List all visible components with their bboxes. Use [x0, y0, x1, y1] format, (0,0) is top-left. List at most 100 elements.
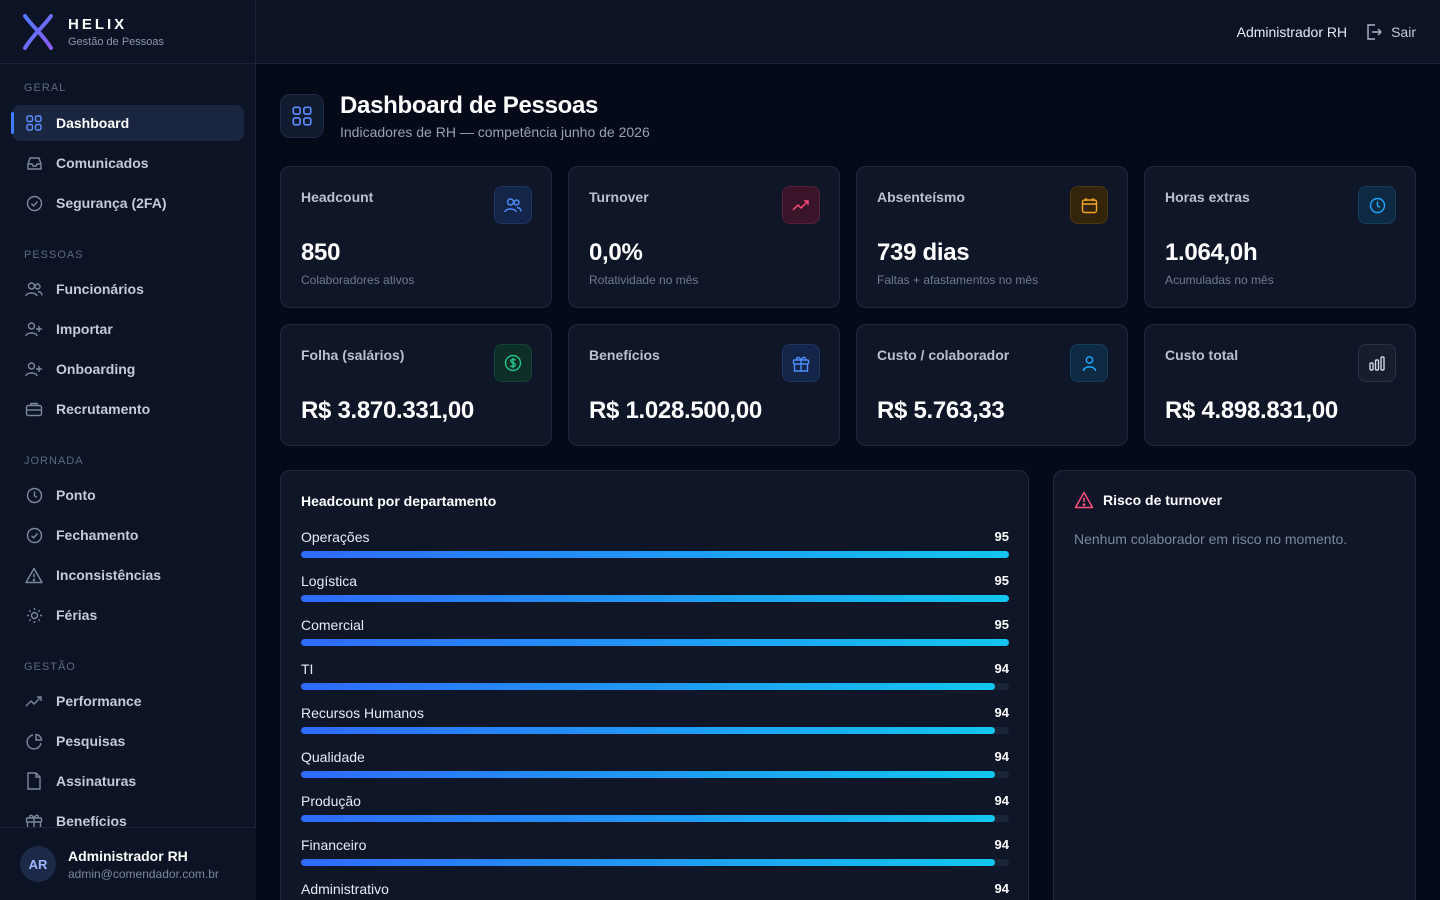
page-subtitle: Indicadores de RH — competência junho de…	[340, 124, 650, 140]
user-plus-icon	[24, 359, 44, 379]
kpi-label: Folha (salários)	[301, 347, 405, 363]
trend-icon	[24, 691, 44, 711]
department-name: Produção	[301, 793, 361, 809]
department-row: Comercial 95	[301, 617, 1009, 661]
sidebar-item-recrutamento[interactable]: Recrutamento	[12, 391, 244, 427]
department-bar-track	[301, 595, 1009, 602]
sidebar-item-pesquisas[interactable]: Pesquisas	[12, 723, 244, 759]
user-plus-icon	[24, 319, 44, 339]
nav-section-gestao: GESTÃO	[24, 661, 76, 673]
kpi-value: 1.064,0h	[1165, 239, 1258, 266]
kpi-card-beneficios: Benefícios R$ 1.028.500,00	[568, 324, 840, 446]
department-bar-track	[301, 859, 1009, 866]
department-row: TI 94	[301, 661, 1009, 705]
sidebar-item-inconsistencias[interactable]: Inconsistências	[12, 557, 244, 593]
clock-icon	[24, 485, 44, 505]
kpi-value: 850	[301, 239, 341, 266]
inbox-icon	[24, 153, 44, 173]
sidebar-item-comunicados[interactable]: Comunicados	[12, 145, 244, 181]
sidebar-item-seguranca[interactable]: Segurança (2FA)	[12, 185, 244, 221]
sun-icon	[24, 605, 44, 625]
department-bar-fill	[301, 771, 995, 778]
department-bar-fill	[301, 683, 995, 690]
helix-logo-icon	[23, 13, 53, 50]
logout-icon	[1367, 23, 1383, 40]
department-bar-track	[301, 815, 1009, 822]
check-circle-icon	[24, 193, 44, 213]
department-row: Qualidade 94	[301, 749, 1009, 793]
nav-section-pessoas: PESSOAS	[24, 249, 84, 261]
department-name: Recursos Humanos	[301, 705, 424, 721]
department-name: TI	[301, 661, 314, 677]
department-count: 95	[994, 617, 1009, 632]
department-row: Operações 95	[301, 529, 1009, 573]
sidebar-item-label: Comunicados	[56, 155, 149, 171]
warning-icon	[24, 565, 44, 585]
sidebar-item-ponto[interactable]: Ponto	[12, 477, 244, 513]
brand-subtitle: Gestão de Pessoas	[68, 35, 165, 48]
kpi-label: Headcount	[301, 189, 374, 205]
gift-icon	[782, 344, 820, 382]
sidebar-item-label: Inconsistências	[56, 567, 162, 583]
department-name: Administrativo	[301, 881, 389, 897]
sidebar-item-dashboard[interactable]: Dashboard	[11, 105, 244, 141]
sidebar-item-funcionarios[interactable]: Funcionários	[12, 271, 244, 307]
department-count: 94	[994, 661, 1009, 676]
panel-title: Risco de turnover	[1103, 492, 1223, 508]
user-icon	[1070, 344, 1108, 382]
kpi-value: 739 dias	[877, 239, 970, 266]
department-bar-track	[301, 727, 1009, 734]
department-row: Recursos Humanos 94	[301, 705, 1009, 749]
sidebar-item-onboarding[interactable]: Onboarding	[12, 351, 244, 387]
department-count: 94	[994, 837, 1009, 852]
department-name: Operações	[301, 529, 370, 545]
department-bar-track	[301, 683, 1009, 690]
department-bar-fill	[301, 551, 1009, 558]
pie-icon	[24, 731, 44, 751]
sidebar-item-assinaturas[interactable]: Assinaturas	[12, 763, 244, 799]
topbar: Administrador RH Sair	[256, 0, 1440, 64]
nav-section-jornada: JORNADA	[24, 455, 84, 467]
sidebar-item-label: Fechamento	[56, 527, 139, 543]
page-header: Dashboard de Pessoas Indicadores de RH —…	[280, 92, 1416, 140]
sidebar-item-importar[interactable]: Importar	[12, 311, 244, 347]
users-icon	[24, 279, 44, 299]
sidebar-item-fechamento[interactable]: Fechamento	[12, 517, 244, 553]
check-circle-icon	[24, 525, 44, 545]
department-bar-track	[301, 639, 1009, 646]
kpi-value: R$ 3.870.331,00	[301, 397, 474, 424]
warning-icon	[1074, 491, 1094, 509]
logout-button[interactable]: Sair	[1365, 23, 1416, 41]
sidebar-nav: GERAL Dashboard Comunicados Segurança (2…	[0, 64, 256, 827]
brand[interactable]: HELIX Gestão de Pessoas	[0, 0, 255, 64]
sidebar-item-ferias[interactable]: Férias	[12, 597, 244, 633]
kpi-label: Turnover	[589, 189, 649, 205]
department-row: Logística 95	[301, 573, 1009, 617]
kpi-note: Rotatividade no mês	[589, 273, 699, 287]
main-content: Dashboard de Pessoas Indicadores de RH —…	[280, 64, 1416, 900]
kpi-label: Custo / colaborador	[877, 347, 1010, 363]
grid-icon	[24, 113, 44, 133]
topbar-user[interactable]: Administrador RH	[1236, 23, 1348, 40]
kpi-note: Faltas + afastamentos no mês	[877, 273, 1039, 287]
sidebar-item-label: Onboarding	[56, 361, 136, 377]
department-bar-fill	[301, 595, 1009, 602]
sidebar-item-beneficios[interactable]: Benefícios	[12, 803, 244, 827]
kpi-card-custo-colaborador: Custo / colaborador R$ 5.763,33	[856, 324, 1128, 446]
kpi-card-headcount: Headcount 850 Colaboradores ativos	[280, 166, 552, 308]
sidebar-item-label: Performance	[56, 693, 142, 709]
user-email: admin@comendador.com.br	[68, 866, 219, 881]
sidebar-user[interactable]: AR Administrador RH admin@comendador.com…	[0, 827, 256, 900]
kpi-card-horas-extras: Horas extras 1.064,0h Acumuladas no mês	[1144, 166, 1416, 308]
department-name: Comercial	[301, 617, 365, 633]
sidebar-item-performance[interactable]: Performance	[12, 683, 244, 719]
gift-icon	[24, 811, 44, 827]
bar-chart-icon	[1358, 344, 1396, 382]
department-name: Logística	[301, 573, 358, 589]
department-count: 94	[994, 881, 1009, 896]
department-bar-fill	[301, 639, 1009, 646]
clock-icon	[1358, 186, 1396, 224]
kpi-label: Absenteísmo	[877, 189, 965, 205]
sidebar-item-label: Pesquisas	[56, 733, 126, 749]
sidebar-item-label: Importar	[56, 321, 113, 337]
